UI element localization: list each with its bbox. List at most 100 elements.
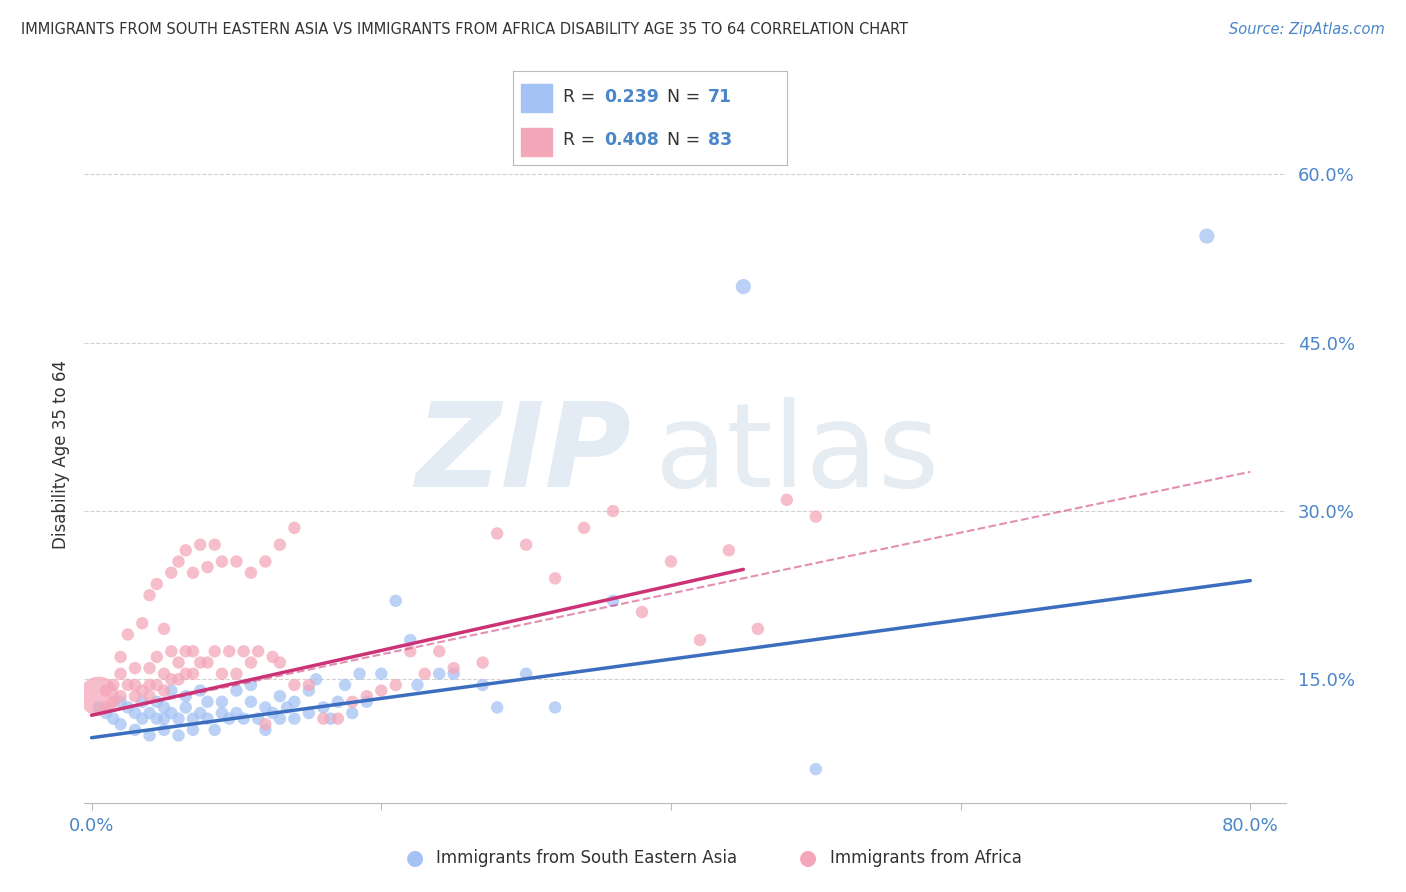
Point — [631, 605, 654, 619]
Point — [181, 666, 204, 681]
Point — [232, 712, 254, 726]
Point — [232, 644, 254, 658]
Point — [197, 695, 219, 709]
Point — [153, 622, 176, 636]
Point — [153, 712, 176, 726]
Point — [197, 560, 219, 574]
Point — [211, 706, 233, 720]
Point — [298, 706, 321, 720]
Point — [269, 712, 291, 726]
Point — [174, 543, 197, 558]
Point — [181, 566, 204, 580]
Point — [804, 509, 827, 524]
Point — [262, 706, 284, 720]
Point — [188, 538, 211, 552]
Text: Source: ZipAtlas.com: Source: ZipAtlas.com — [1229, 22, 1385, 37]
Point — [204, 723, 226, 737]
Point — [406, 678, 429, 692]
Point — [471, 678, 494, 692]
Point — [138, 661, 160, 675]
Point — [153, 700, 176, 714]
Point — [94, 706, 117, 720]
Point — [247, 712, 270, 726]
Point — [160, 673, 183, 687]
Point — [269, 538, 291, 552]
Point — [138, 689, 160, 703]
Point — [305, 673, 328, 687]
Point — [110, 717, 132, 731]
Text: IMMIGRANTS FROM SOUTH EASTERN ASIA VS IMMIGRANTS FROM AFRICA DISABILITY AGE 35 T: IMMIGRANTS FROM SOUTH EASTERN ASIA VS IM… — [21, 22, 908, 37]
Point — [283, 712, 305, 726]
Point — [117, 678, 139, 692]
Point — [254, 700, 277, 714]
Point — [356, 695, 378, 709]
Point — [160, 566, 183, 580]
Text: ●: ● — [406, 848, 423, 868]
Point — [298, 683, 321, 698]
Point — [356, 689, 378, 703]
Point — [326, 695, 349, 709]
Point — [776, 492, 799, 507]
Point — [110, 649, 132, 664]
Point — [283, 678, 305, 692]
Point — [399, 644, 422, 658]
Point — [124, 689, 146, 703]
Point — [486, 700, 509, 714]
Point — [181, 723, 204, 737]
Point — [146, 577, 169, 591]
Point — [254, 723, 277, 737]
Point — [103, 695, 125, 709]
Point — [239, 566, 262, 580]
Point — [733, 279, 755, 293]
Point — [94, 683, 117, 698]
Point — [218, 644, 240, 658]
Point — [124, 706, 146, 720]
Point — [174, 700, 197, 714]
Point — [110, 695, 132, 709]
Point — [239, 695, 262, 709]
Point — [188, 656, 211, 670]
Point — [174, 644, 197, 658]
Point — [283, 521, 305, 535]
Point — [146, 695, 169, 709]
Point — [239, 656, 262, 670]
Point — [167, 673, 190, 687]
Point — [174, 666, 197, 681]
Point — [384, 678, 406, 692]
Point — [225, 666, 247, 681]
Point — [689, 633, 711, 648]
Point — [138, 729, 160, 743]
Point — [138, 588, 160, 602]
Point — [167, 712, 190, 726]
Point — [602, 594, 624, 608]
Y-axis label: Disability Age 35 to 64: Disability Age 35 to 64 — [52, 360, 70, 549]
Point — [370, 683, 392, 698]
Text: Immigrants from South Eastern Asia: Immigrants from South Eastern Asia — [436, 849, 737, 867]
Point — [269, 656, 291, 670]
Point — [717, 543, 740, 558]
Point — [384, 594, 406, 608]
Point — [146, 712, 169, 726]
Point — [87, 689, 110, 703]
Point — [204, 644, 226, 658]
Point — [146, 678, 169, 692]
Text: 0.239: 0.239 — [603, 88, 658, 106]
Point — [515, 538, 537, 552]
Point — [1195, 229, 1218, 244]
Text: Immigrants from Africa: Immigrants from Africa — [830, 849, 1021, 867]
Point — [211, 666, 233, 681]
Text: atlas: atlas — [655, 398, 941, 512]
Point — [413, 666, 436, 681]
Point — [103, 678, 125, 692]
Point — [225, 706, 247, 720]
Point — [160, 706, 183, 720]
Point — [211, 555, 233, 569]
Point — [283, 695, 305, 709]
Point — [298, 678, 321, 692]
Point — [486, 526, 509, 541]
Point — [110, 666, 132, 681]
Point — [254, 717, 277, 731]
Point — [160, 644, 183, 658]
Text: 83: 83 — [707, 131, 733, 149]
Point — [247, 644, 270, 658]
